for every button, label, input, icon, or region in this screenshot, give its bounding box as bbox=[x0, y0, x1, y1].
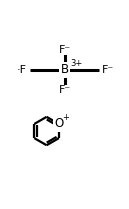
Text: F⁻: F⁻ bbox=[58, 85, 71, 95]
Text: ·F: ·F bbox=[17, 65, 27, 75]
Text: 3+: 3+ bbox=[71, 59, 83, 68]
Text: B: B bbox=[61, 64, 68, 76]
Text: O: O bbox=[54, 117, 63, 130]
Text: F⁻: F⁻ bbox=[102, 65, 114, 75]
Text: +: + bbox=[62, 113, 69, 122]
Text: F⁻: F⁻ bbox=[58, 45, 71, 55]
